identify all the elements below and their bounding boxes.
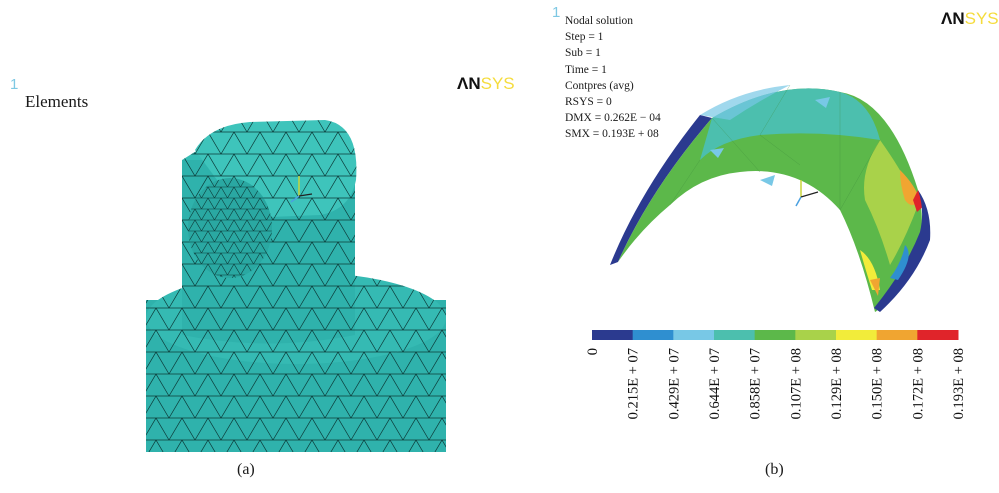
window-number: 1 bbox=[10, 76, 19, 93]
info-line: Step = 1 bbox=[565, 31, 604, 44]
panel-b-contact-pressure-view: 1 ΛNSYS bbox=[499, 0, 999, 493]
info-line: SMX = 0.193E + 08 bbox=[565, 128, 659, 141]
ansys-logo: ΛNSYS bbox=[941, 9, 999, 29]
coordinate-triad bbox=[290, 176, 313, 203]
caption-a: (a) bbox=[237, 461, 255, 478]
ansys-logo: ΛNSYS bbox=[457, 74, 515, 94]
solution-info: Nodal solution Step = 1 Sub = 1 Time = 1… bbox=[565, 13, 661, 143]
cross-pin bbox=[188, 120, 357, 278]
logo-sys-text: SYS bbox=[480, 74, 515, 93]
logo-an-text: ΛN bbox=[941, 9, 965, 28]
mesh-model-drawing bbox=[146, 120, 446, 452]
logo-an-text: ΛN bbox=[457, 74, 481, 93]
info-line: DMX = 0.262E − 04 bbox=[565, 112, 661, 125]
caption-b: (b) bbox=[765, 461, 784, 478]
panel-a-mesh-view: 1 Elements ΛNSYS bbox=[0, 0, 515, 493]
logo-sys-text: SYS bbox=[964, 9, 999, 28]
info-line: Time = 1 bbox=[565, 63, 607, 76]
view-title: Elements bbox=[25, 92, 89, 111]
info-line: Sub = 1 bbox=[565, 47, 601, 60]
info-line: Contpres (avg) bbox=[565, 79, 634, 92]
info-line: RSYS = 0 bbox=[565, 96, 612, 109]
info-line: Nodal solution bbox=[565, 15, 634, 27]
window-number: 1 bbox=[552, 4, 561, 21]
